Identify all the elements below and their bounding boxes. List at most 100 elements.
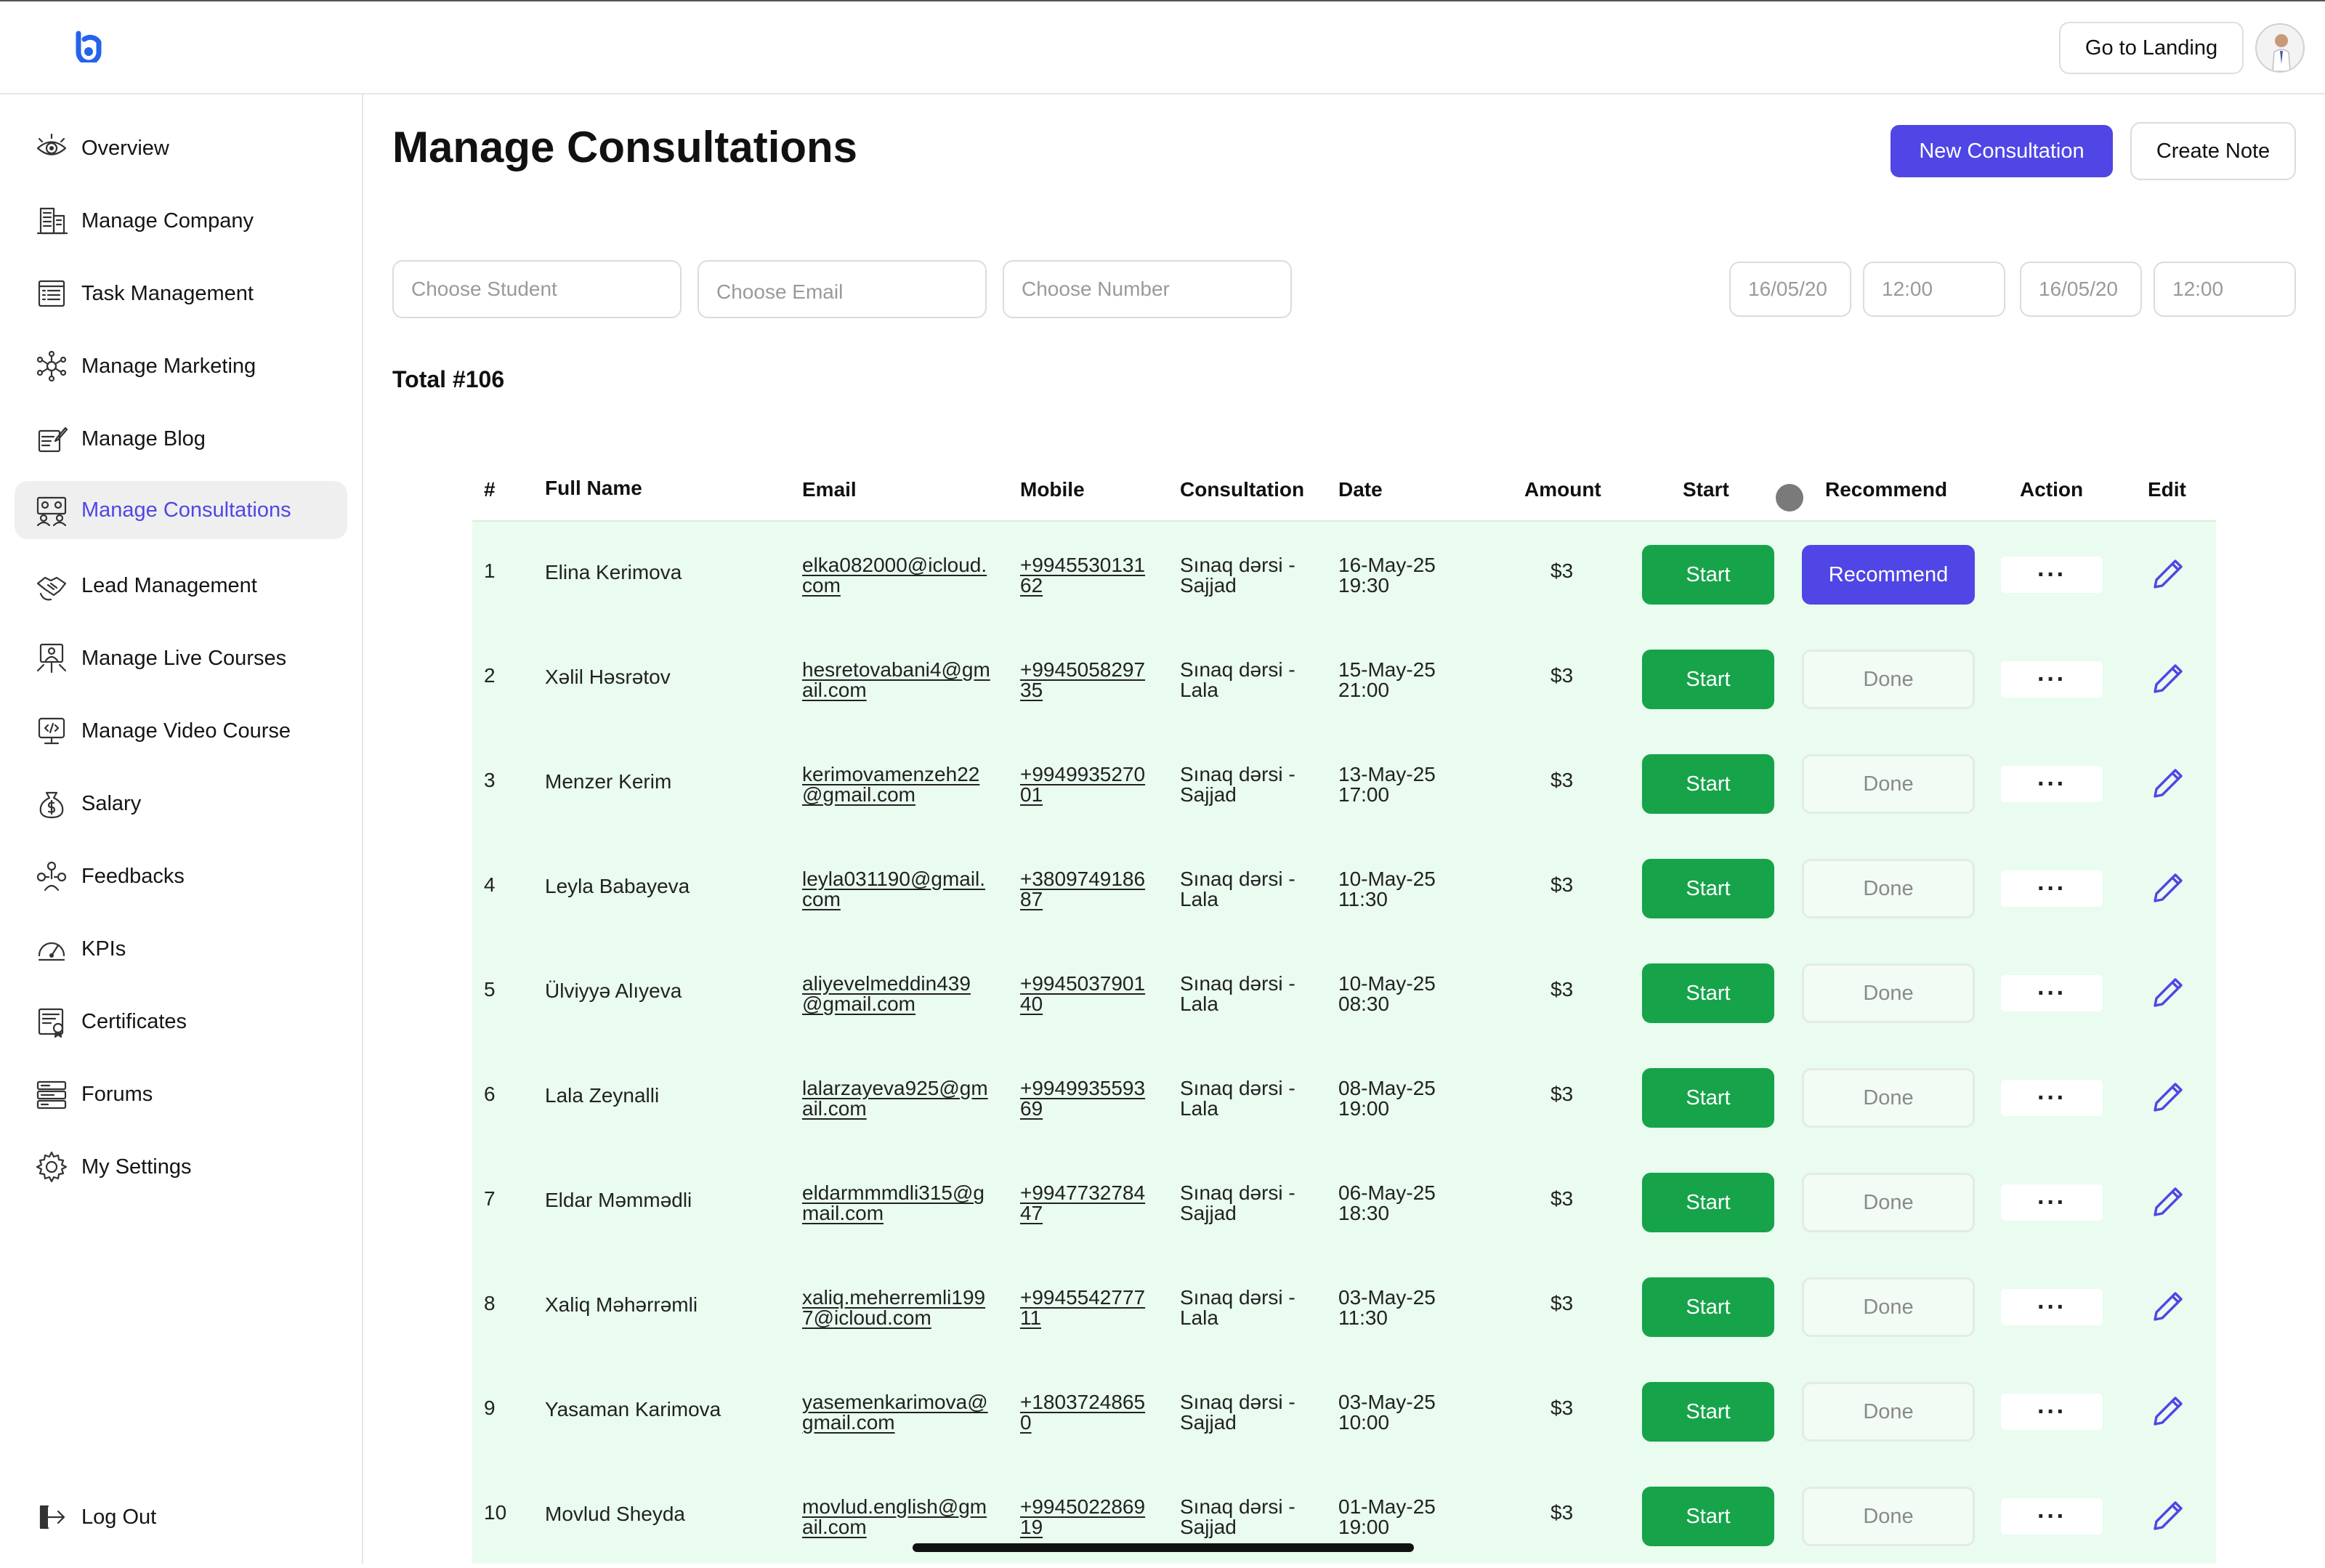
brand-logo-icon[interactable] [73,31,105,62]
more-actions-button[interactable]: ··· [2001,1394,2103,1430]
email-link[interactable]: kerimovamenzeh22@gmail.com [802,763,980,806]
mobile-link[interactable]: +994993559369 [1020,1077,1146,1120]
more-actions-button[interactable]: ··· [2001,661,2103,698]
more-actions-button[interactable]: ··· [2001,766,2103,802]
row-number: 6 [484,1083,496,1105]
email-link[interactable]: leyla031190@gmail.com [802,868,986,910]
pencil-edit-icon[interactable] [2148,1181,2188,1222]
consultation-date: 06-May-25 18:30 [1338,1181,1436,1224]
sidebar-item-overview[interactable]: Overview [15,119,347,177]
start-button[interactable]: Start [1642,963,1774,1023]
done-button[interactable]: Done [1802,1277,1975,1337]
choose-student-select[interactable]: Choose Student [392,260,682,318]
sidebar-item-manage-consultations[interactable]: Manage Consultations [15,481,347,539]
sidebar-item-manage-company[interactable]: Manage Company [15,192,347,250]
email-link[interactable]: yasemenkarimova@gmail.com [802,1391,988,1434]
sidebar-item-salary[interactable]: Salary [15,775,347,833]
date-to-input[interactable]: 16/05/20 [2020,262,2142,317]
recommend-button[interactable]: Recommend [1802,545,1975,605]
sidebar-item-my-settings[interactable]: My Settings [15,1138,347,1196]
sidebar-item-label: Manage Live Courses [81,646,287,670]
done-button[interactable]: Done [1802,859,1975,918]
email-link[interactable]: lalarzayeva925@gmail.com [802,1077,988,1120]
pencil-edit-icon[interactable] [2148,972,2188,1013]
mobile-link[interactable]: +18037248650 [1020,1391,1146,1434]
sidebar-item-manage-blog[interactable]: Manage Blog [15,410,347,468]
start-button[interactable]: Start [1642,1277,1774,1337]
pencil-edit-icon[interactable] [2148,868,2188,908]
email-link[interactable]: xaliq.meherremli1997@icloud.com [802,1286,986,1329]
create-note-button[interactable]: Create Note [2130,122,2296,180]
new-consultation-button[interactable]: New Consultation [1891,125,2113,177]
start-button[interactable]: Start [1642,1487,1774,1546]
avatar[interactable] [2255,23,2305,73]
pencil-edit-icon[interactable] [2148,1077,2188,1118]
pencil-edit-icon[interactable] [2148,658,2188,699]
pencil-edit-icon[interactable] [2148,763,2188,804]
sidebar-item-kpis[interactable]: KPIs [15,920,347,978]
date-from-input[interactable]: 16/05/20 [1729,262,1851,317]
sidebar-item-task-management[interactable]: Task Management [15,264,347,323]
more-actions-button[interactable]: ··· [2001,1289,2103,1325]
email-link[interactable]: eldarmmmdli315@gmail.com [802,1181,984,1224]
sidebar-item-lead-management[interactable]: Lead Management [15,557,347,615]
full-name: Eldar Məmmədli [545,1189,692,1211]
choose-email-select[interactable]: Choose Email [698,260,987,318]
pencil-edit-icon[interactable] [2148,1391,2188,1431]
mobile-link[interactable]: +994502286919 [1020,1495,1146,1538]
more-actions-button[interactable]: ··· [2001,1498,2103,1535]
more-actions-button[interactable]: ··· [2001,1184,2103,1221]
sidebar-item-forums[interactable]: Forums [15,1065,347,1123]
sidebar-item-feedbacks[interactable]: Feedbacks [15,847,347,905]
col-header-date: Date [1338,478,1383,501]
start-button[interactable]: Start [1642,754,1774,814]
done-button[interactable]: Done [1802,754,1975,814]
done-button[interactable]: Done [1802,1382,1975,1442]
time-from-input[interactable]: 12:00 [1863,262,2005,317]
mobile-link[interactable]: +994554277711 [1020,1286,1146,1329]
total-count: Total #106 [392,366,505,392]
mobile-link[interactable]: +994993527001 [1020,763,1146,806]
more-actions-button[interactable]: ··· [2001,975,2103,1011]
start-button[interactable]: Start [1642,545,1774,605]
pencil-edit-icon[interactable] [2148,554,2188,594]
sidebar-item-label: Manage Company [81,209,254,233]
header-status-dot[interactable] [1776,484,1803,512]
more-actions-button[interactable]: ··· [2001,870,2103,907]
pencil-edit-icon[interactable] [2148,1286,2188,1327]
done-button[interactable]: Done [1802,963,1975,1023]
start-button[interactable]: Start [1642,1173,1774,1232]
col-header-full-name: Full Name [545,477,642,499]
scroll-indicator[interactable] [913,1543,1414,1552]
email-link[interactable]: hesretovabani4@gmail.com [802,658,990,701]
logout-button[interactable]: Log Out [15,1488,347,1546]
go-to-landing-button[interactable]: Go to Landing [2059,22,2244,74]
sidebar-item-manage-live-courses[interactable]: Manage Live Courses [15,629,347,687]
start-button[interactable]: Start [1642,859,1774,918]
done-button[interactable]: Done [1802,1487,1975,1546]
start-button[interactable]: Start [1642,650,1774,709]
consultation-type: Sınaq dərsi - Sajjad [1180,1181,1295,1224]
mobile-link[interactable]: +994505829735 [1020,658,1146,701]
mobile-link[interactable]: +380974918687 [1020,868,1146,910]
sidebar-item-certificates[interactable]: Certificates [15,993,347,1051]
start-button[interactable]: Start [1642,1068,1774,1128]
col-header-num: # [484,478,496,501]
sidebar-item-manage-video-course[interactable]: Manage Video Course [15,702,347,760]
time-to-input[interactable]: 12:00 [2154,262,2296,317]
done-button[interactable]: Done [1802,1173,1975,1232]
more-actions-button[interactable]: ··· [2001,557,2103,593]
done-button[interactable]: Done [1802,1068,1975,1128]
more-actions-button[interactable]: ··· [2001,1080,2103,1116]
pencil-edit-icon[interactable] [2148,1495,2188,1536]
mobile-link[interactable]: +994553013162 [1020,554,1146,597]
email-link[interactable]: elka082000@icloud.com [802,554,987,597]
choose-number-select[interactable]: Choose Number [1003,260,1292,318]
done-button[interactable]: Done [1802,650,1975,709]
sidebar-item-manage-marketing[interactable]: Manage Marketing [15,337,347,395]
mobile-link[interactable]: +994503790140 [1020,972,1146,1015]
email-link[interactable]: movlud.english@gmail.com [802,1495,987,1538]
email-link[interactable]: aliyevelmeddin439@gmail.com [802,972,971,1015]
start-button[interactable]: Start [1642,1382,1774,1442]
mobile-link[interactable]: +994773278447 [1020,1181,1146,1224]
